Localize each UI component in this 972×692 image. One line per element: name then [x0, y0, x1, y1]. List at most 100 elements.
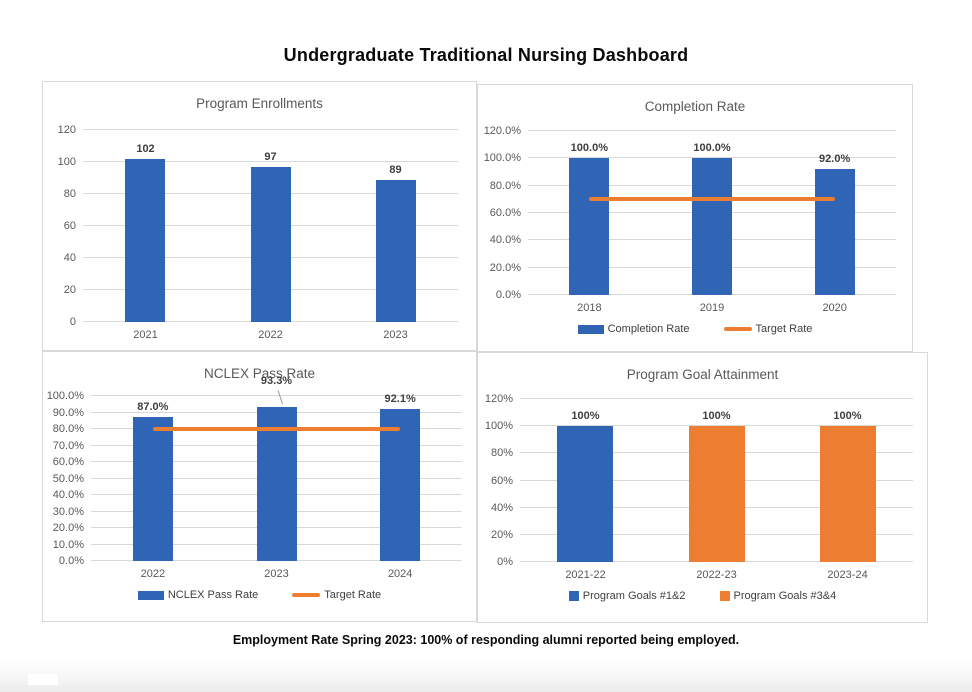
- legend-label: Completion Rate: [607, 323, 690, 335]
- y-axis: 0.0% 10.0% 20.0% 30.0% 40.0% 50.0% 60.0% 70.0% 8…: [47, 390, 91, 567]
- legend-item: Target Rate: [292, 589, 381, 601]
- y-axis-tick-label: 50.0%: [52, 472, 84, 485]
- y-axis-tick-label: 20: [63, 284, 76, 296]
- plot-region: 87.0% 93.3% 92.1%: [91, 375, 462, 561]
- y-axis-tick-label: 20.0%: [52, 522, 84, 534]
- data-label: 89: [389, 163, 402, 176]
- legend-line-swatch-icon: [723, 327, 752, 331]
- y-axis-tick-label: 60.0%: [52, 456, 84, 468]
- nclex-pass-rate-chart: NCLEX Pass Rate 0.0% 10.0% 20.0% 30.0% 40.0%…: [42, 351, 477, 622]
- chart-title: Program Goal Attainment: [626, 367, 779, 382]
- legend-item: Program Goals #3&4: [719, 590, 837, 602]
- axis-corner-spacer: [53, 322, 83, 341]
- plot-region: 102 97 89: [83, 129, 458, 322]
- y-axis-tick-label: 120.0%: [483, 125, 521, 137]
- x-axis-label: 2023: [383, 329, 408, 341]
- chart-plot-area: 0.0% 10.0% 20.0% 30.0% 40.0% 50.0% 60.0% 70.0% 8…: [47, 375, 462, 580]
- program-goal-attainment-chart: Program Goal Attainment 0% 20% 40% 60% 80% 10…: [477, 352, 928, 623]
- y-axis-tick-label: 120: [57, 124, 76, 136]
- x-axis-label: 2018: [577, 302, 602, 314]
- bar-2022: [250, 166, 291, 322]
- x-axis-label: 2021: [133, 329, 158, 341]
- gridline: [520, 398, 913, 399]
- x-axis: 2021 2022 2023: [83, 329, 458, 341]
- white-patch: [28, 674, 58, 685]
- gridline: [83, 161, 458, 162]
- x-axis-label: 2022: [258, 329, 283, 341]
- page-bottom-shade: [0, 660, 972, 692]
- x-axis-label: 2020: [822, 302, 847, 314]
- data-label: 97: [264, 150, 277, 163]
- x-axis-label: 2021-22: [565, 569, 606, 581]
- y-axis-tick-label: 100.0%: [483, 152, 521, 165]
- bar-2023: [256, 407, 297, 561]
- y-axis-tick-label: 70.0%: [52, 439, 84, 452]
- gridline: [83, 129, 458, 130]
- x-axis-label: 2019: [699, 302, 725, 314]
- data-label: 100%: [702, 410, 731, 423]
- chart-legend: NCLEX Pass Rate Target Rate: [43, 589, 476, 601]
- y-axis-tick-label: 90.0%: [52, 406, 84, 419]
- bar-2021-22: [557, 426, 614, 562]
- y-axis-tick-label: 0.0%: [495, 289, 521, 301]
- y-axis-tick-label: 80.0%: [52, 423, 84, 435]
- y-axis-tick-label: 80: [63, 188, 76, 200]
- chart-title: NCLEX Pass Rate: [203, 366, 316, 381]
- legend-line-swatch-icon: [292, 593, 321, 597]
- bar-2019: [692, 158, 732, 295]
- x-axis-label: 2022-23: [696, 569, 737, 581]
- legend-label: NCLEX Pass Rate: [167, 589, 259, 601]
- y-axis-tick-label: 30.0%: [52, 505, 84, 518]
- data-label: 93.3%: [260, 375, 293, 388]
- chart-plot-area: 0 20 40 60 80 100 120 102 97 89 2021 2022 2023: [53, 124, 458, 341]
- y-axis-tick-label: 80.0%: [489, 179, 521, 192]
- legend-item: Program Goals #1&2: [568, 590, 686, 602]
- y-axis-tick-label: 100%: [484, 420, 513, 433]
- chart-plot-area: 0.0% 20.0% 40.0% 60.0% 80.0% 100.0% 120.0% 100…: [483, 125, 896, 314]
- y-axis-tick-label: 100: [57, 156, 76, 168]
- data-label: 102: [136, 142, 155, 155]
- plot-region: 100% 100% 100%: [520, 398, 913, 562]
- y-axis-tick-label: 40.0%: [52, 489, 84, 501]
- x-axis: 2022 2023 2024: [91, 568, 462, 580]
- y-axis: 0% 20% 40% 60% 80% 100% 120%: [484, 393, 520, 568]
- y-axis-tick-label: 60.0%: [489, 207, 521, 219]
- y-axis-tick-label: 10.0%: [52, 538, 84, 551]
- x-axis-label: 2023-24: [827, 569, 868, 581]
- y-axis-tick-label: 40.0%: [489, 234, 521, 247]
- chart-title: Completion Rate: [644, 99, 746, 114]
- data-label: 100.0%: [570, 142, 608, 155]
- bar-2024: [380, 409, 421, 561]
- y-axis-tick-label: 0.0%: [58, 555, 84, 567]
- data-label: 92.1%: [384, 393, 416, 406]
- y-axis-tick-label: 0%: [497, 556, 513, 568]
- label-leader-line: [277, 390, 283, 405]
- target-rate-line: [589, 197, 835, 202]
- legend-label: Program Goals #3&4: [733, 590, 837, 602]
- completion-rate-chart: Completion Rate 0.0% 20.0% 40.0% 60.0% 80.0%…: [477, 84, 913, 352]
- chart-plot-area: 0% 20% 40% 60% 80% 100% 120% 100% 100% 100% 2021…: [484, 393, 913, 581]
- x-axis-label: 2023: [264, 568, 289, 580]
- legend-label: Target Rate: [324, 589, 382, 601]
- legend-square-swatch-icon: [719, 591, 730, 601]
- data-label: 87.0%: [137, 401, 169, 414]
- y-axis-tick-label: 40%: [490, 501, 513, 514]
- employment-rate-note: Employment Rate Spring 2023: 100% of res…: [232, 633, 740, 647]
- legend-rect-swatch-icon: [577, 324, 604, 334]
- bar-2020: [814, 169, 855, 295]
- y-axis: 0.0% 20.0% 40.0% 60.0% 80.0% 100.0% 120.0%: [483, 125, 528, 301]
- y-axis-tick-label: 120%: [484, 393, 513, 405]
- legend-label: Target Rate: [755, 323, 813, 335]
- legend-item: Target Rate: [723, 323, 813, 335]
- legend-item: Completion Rate: [577, 323, 690, 335]
- bar-2023: [375, 179, 416, 322]
- legend-square-swatch-icon: [568, 591, 579, 601]
- legend-label: Program Goals #1&2: [582, 590, 686, 602]
- x-axis: 2021-22 2022-23 2023-24: [520, 569, 913, 581]
- legend-rect-swatch-icon: [137, 590, 164, 600]
- gridline: [91, 395, 462, 396]
- bar-2022-23: [688, 426, 745, 562]
- y-axis-tick-label: 100.0%: [46, 390, 84, 402]
- dashboard-title: Undergraduate Traditional Nursing Dashbo…: [283, 45, 689, 65]
- y-axis-tick-label: 20.0%: [489, 261, 521, 274]
